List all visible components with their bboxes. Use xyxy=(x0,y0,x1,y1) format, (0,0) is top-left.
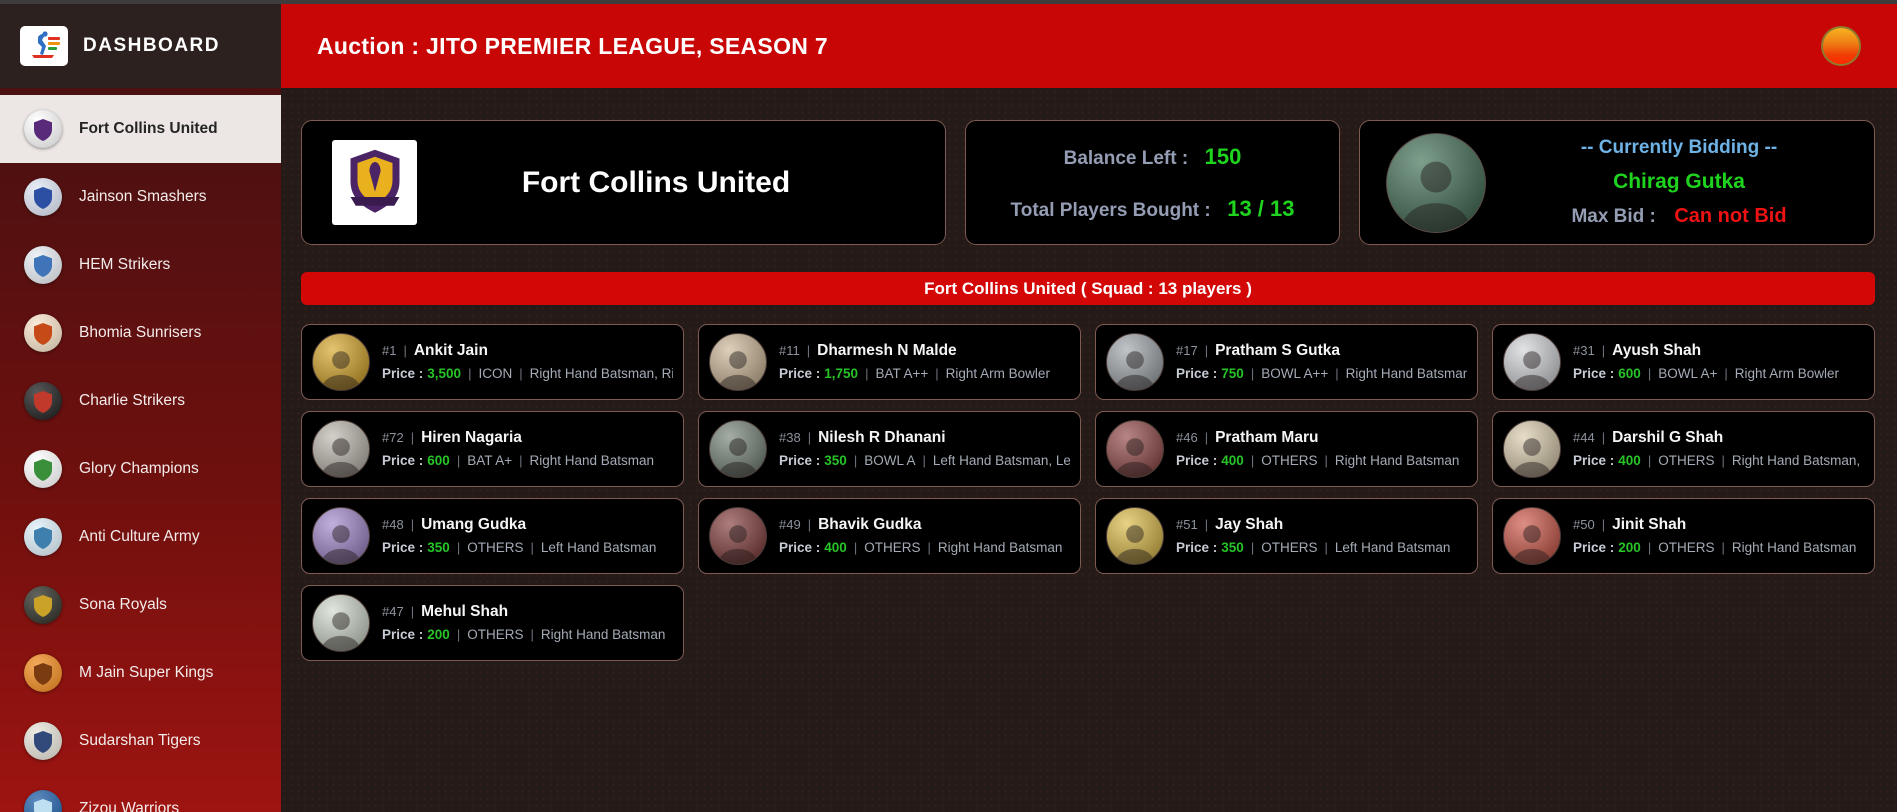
team-name: Bhomia Sunrisers xyxy=(79,324,202,341)
team-name: HEM Strikers xyxy=(79,256,171,273)
team-logo-icon xyxy=(24,450,62,488)
sidebar-item-m-jain-super-kings[interactable]: M Jain Super Kings xyxy=(0,639,281,707)
team-name: Anti Culture Army xyxy=(79,528,200,545)
team-name: Zizou Warriors xyxy=(79,800,180,812)
main-content: Fort Collins United Balance Left : 150 T… xyxy=(281,88,1897,812)
player-avatar xyxy=(1106,333,1164,391)
player-avatar xyxy=(709,333,767,391)
balance-value: 150 xyxy=(1204,143,1242,169)
player-avatar xyxy=(1106,507,1164,565)
player-card[interactable]: #48 | Umang Gudka Price :350 | OTHERS | Left H… xyxy=(301,498,684,574)
max-bid-line: Max Bid : Can not Bid xyxy=(1571,205,1786,228)
team-logo-icon xyxy=(24,518,62,556)
balance-card: Balance Left : 150 Total Players Bought … xyxy=(965,120,1340,245)
team-logo-icon xyxy=(24,178,62,216)
player-avatar xyxy=(1503,420,1561,478)
player-card[interactable]: #11 | Dharmesh N Malde Price :1,750 | BAT A+… xyxy=(698,324,1081,400)
auction-title: Auction : JITO PREMIER LEAGUE, SEASON 7 xyxy=(317,32,828,59)
balance-label: Balance Left : xyxy=(1063,147,1189,169)
team-logo-icon xyxy=(24,246,62,284)
player-card[interactable]: #49 | Bhavik Gudka Price :400 | OTHERS | Right… xyxy=(698,498,1081,574)
player-card[interactable]: #17 | Pratham S Gutka Price :750 | BOWL A++ |… xyxy=(1095,324,1478,400)
player-avatar xyxy=(1503,333,1561,391)
bidding-player-name: Chirag Gutka xyxy=(1613,170,1745,193)
sidebar-item-zizou-warriors[interactable]: Zizou Warriors xyxy=(0,775,281,812)
sidebar-item-bhomia-sunrisers[interactable]: Bhomia Sunrisers xyxy=(0,299,281,367)
team-name: M Jain Super Kings xyxy=(79,664,214,681)
team-name: Sudarshan Tigers xyxy=(79,732,201,749)
player-avatar xyxy=(312,594,370,652)
team-logo-icon xyxy=(24,654,62,692)
sidebar: DASHBOARD Fort Collins United Jainson Sm… xyxy=(0,4,281,812)
team-card-name: Fort Collins United xyxy=(521,165,791,199)
sidebar-item-sona-royals[interactable]: Sona Royals xyxy=(0,571,281,639)
player-avatar xyxy=(1106,420,1164,478)
team-logo-icon xyxy=(24,722,62,760)
sidebar-item-glory-champions[interactable]: Glory Champions xyxy=(0,435,281,503)
player-card[interactable]: #51 | Jay Shah Price :350 | OTHERS | Left Hand… xyxy=(1095,498,1478,574)
max-bid-value: Can not Bid xyxy=(1674,205,1787,227)
player-avatar xyxy=(709,420,767,478)
sidebar-item-sudarshan-tigers[interactable]: Sudarshan Tigers xyxy=(0,707,281,775)
topbar: Auction : JITO PREMIER LEAGUE, SEASON 7 xyxy=(281,4,1897,88)
player-avatar xyxy=(312,507,370,565)
bidding-player-avatar xyxy=(1386,132,1486,233)
players-grid: #1 | Ankit Jain Price :3,500 | ICON | Right Ha… xyxy=(301,324,1875,661)
player-card[interactable]: #31 | Ayush Shah Price :600 | BOWL A+ | Right … xyxy=(1492,324,1875,400)
player-card[interactable]: #1 | Ankit Jain Price :3,500 | ICON | Right Ha… xyxy=(301,324,684,400)
squad-banner: Fort Collins United ( Squad : 13 players… xyxy=(301,272,1875,305)
currently-bidding-title: -- Currently Bidding -- xyxy=(1580,137,1778,158)
player-card[interactable]: #44 | Darshil G Shah Price :400 | OTHERS | Rig… xyxy=(1492,411,1875,487)
player-avatar xyxy=(312,333,370,391)
team-logo-icon xyxy=(24,790,62,812)
player-card[interactable]: #72 | Hiren Nagaria Price :600 | BAT A+ | Righ… xyxy=(301,411,684,487)
team-name: Fort Collins United xyxy=(79,120,218,137)
dashboard-title: DASHBOARD xyxy=(83,35,220,56)
team-logo-icon xyxy=(24,382,62,420)
league-logo-icon xyxy=(20,26,68,66)
player-card[interactable]: #50 | Jinit Shah Price :200 | OTHERS | Right H… xyxy=(1492,498,1875,574)
balance-line: Balance Left : 150 xyxy=(990,144,1315,170)
team-logo-icon xyxy=(24,314,62,352)
team-logo-icon xyxy=(24,110,62,148)
player-card[interactable]: #46 | Pratham Maru Price :400 | OTHERS | Right… xyxy=(1095,411,1478,487)
bidding-info: -- Currently Bidding -- Chirag Gutka Max… xyxy=(1510,137,1848,228)
team-name: Glory Champions xyxy=(79,460,199,477)
team-logo-icon xyxy=(24,586,62,624)
sidebar-item-hem-strikers[interactable]: HEM Strikers xyxy=(0,231,281,299)
player-avatar xyxy=(312,420,370,478)
players-bought-value: 13 / 13 xyxy=(1227,195,1295,221)
players-bought-label: Total Players Bought : xyxy=(1010,199,1211,221)
max-bid-label: Max Bid : xyxy=(1571,206,1656,227)
sidebar-item-anti-culture-army[interactable]: Anti Culture Army xyxy=(0,503,281,571)
player-card[interactable]: #38 | Nilesh R Dhanani Price :350 | BOWL A | L… xyxy=(698,411,1081,487)
sidebar-item-charlie-strikers[interactable]: Charlie Strikers xyxy=(0,367,281,435)
team-crest-logo xyxy=(332,140,417,225)
stats-row: Fort Collins United Balance Left : 150 T… xyxy=(301,120,1875,245)
currently-bidding-card: -- Currently Bidding -- Chirag Gutka Max… xyxy=(1359,120,1875,245)
sidebar-header: DASHBOARD xyxy=(0,4,281,88)
team-name: Sona Royals xyxy=(79,596,167,613)
player-avatar xyxy=(1503,507,1561,565)
team-summary-card: Fort Collins United xyxy=(301,120,946,245)
team-list: Fort Collins United Jainson Smashers HEM… xyxy=(0,88,281,812)
user-avatar[interactable] xyxy=(1821,26,1861,66)
player-avatar xyxy=(709,507,767,565)
player-card[interactable]: #47 | Mehul Shah Price :200 | OTHERS | Right H… xyxy=(301,585,684,661)
team-name: Jainson Smashers xyxy=(79,188,207,205)
players-bought-line: Total Players Bought : 13 / 13 xyxy=(990,196,1315,222)
sidebar-item-jainson-smashers[interactable]: Jainson Smashers xyxy=(0,163,281,231)
team-name: Charlie Strikers xyxy=(79,392,185,409)
sidebar-item-fort-collins-united[interactable]: Fort Collins United xyxy=(0,95,281,163)
window-top-strip xyxy=(0,0,1897,4)
